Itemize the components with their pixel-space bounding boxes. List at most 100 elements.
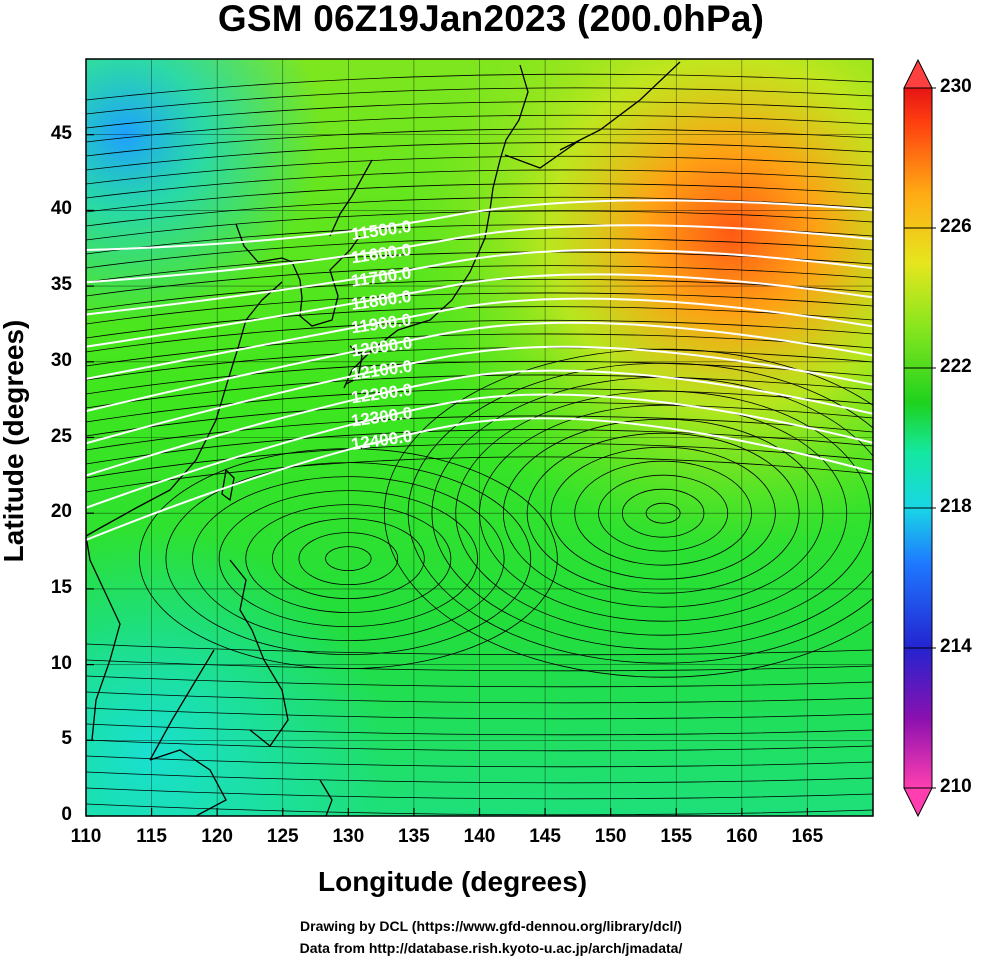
y-tick-label: 40 — [50, 198, 72, 220]
x-tick-label: 135 — [398, 826, 430, 847]
streamline — [218, 490, 478, 628]
streamline — [86, 169, 873, 199]
streamline — [165, 462, 532, 656]
streamline — [86, 691, 873, 704]
streamline — [574, 460, 752, 566]
streamline — [86, 675, 873, 688]
y-tick-label: 10 — [50, 652, 72, 674]
streamline — [86, 210, 873, 241]
streamline — [86, 155, 873, 185]
streamline — [86, 707, 873, 720]
x-tick-label: 150 — [594, 826, 627, 847]
x-tick-label: 165 — [791, 826, 824, 847]
streamline — [86, 292, 873, 325]
streamline — [86, 771, 873, 784]
streamline — [86, 723, 873, 736]
colorbar — [903, 58, 936, 818]
colorbar-tick-label: 226 — [940, 216, 972, 237]
streamline — [86, 142, 873, 171]
streamline — [86, 128, 873, 157]
x-tick-label: 120 — [201, 826, 233, 847]
x-tick-label: 130 — [332, 826, 365, 847]
streamline — [86, 360, 873, 395]
coastlines — [86, 61, 681, 816]
streamline — [86, 237, 873, 269]
chart-title: GSM 06Z19Jan2023 (200.0hPa) — [217, 0, 765, 39]
streamline — [86, 183, 873, 213]
streamline — [86, 347, 873, 381]
streamline — [86, 265, 873, 297]
y-tick-label: 15 — [50, 576, 72, 598]
colorbar-tick-label: 230 — [940, 76, 972, 97]
height-contour — [86, 417, 873, 541]
streamline — [86, 114, 873, 143]
y-tick-label: 5 — [61, 728, 72, 750]
streamline — [245, 504, 452, 614]
streamline — [86, 196, 873, 227]
streamline — [86, 388, 873, 423]
y-axis-label: Latitude (degrees) — [0, 319, 29, 563]
colorbar-tick-label: 214 — [940, 636, 972, 657]
colorbar-tick-label: 218 — [940, 496, 972, 517]
height-contour — [86, 248, 873, 316]
streamline — [86, 101, 873, 129]
y-tick-label: 0 — [61, 804, 72, 825]
streamline — [86, 643, 873, 656]
streamline — [325, 546, 372, 572]
streamline — [86, 374, 873, 409]
y-tick-label: 35 — [50, 274, 72, 296]
streamline — [645, 502, 681, 524]
streamline — [621, 488, 705, 538]
height-contour — [86, 321, 873, 413]
height-contour — [86, 345, 873, 445]
streamline — [86, 87, 873, 115]
streamline — [86, 739, 873, 752]
streamline — [192, 476, 505, 642]
x-tick-label: 115 — [136, 826, 167, 847]
streamline — [86, 415, 873, 451]
colorbar-tick-label: 210 — [940, 776, 972, 797]
credit-dcl: Drawing by DCL (https://www.gfd-dennou.o… — [300, 918, 682, 934]
y-tick-label: 25 — [50, 425, 72, 447]
y-tick-label: 30 — [50, 349, 72, 371]
y-tick-label: 45 — [50, 122, 72, 144]
height-contour — [86, 224, 873, 284]
streamline — [550, 446, 776, 580]
height-contour — [86, 393, 873, 509]
streamline — [86, 659, 873, 672]
streamline — [479, 404, 848, 622]
streamline — [86, 456, 873, 493]
streamline — [86, 319, 873, 353]
height-contour — [86, 273, 873, 348]
x-tick-label: 125 — [266, 826, 299, 847]
streamline — [86, 73, 873, 101]
height-contour — [86, 199, 873, 251]
streamline — [407, 362, 873, 664]
x-tick-label: 145 — [529, 826, 561, 847]
streamline — [86, 803, 873, 816]
streamline — [86, 429, 873, 465]
streamline — [526, 432, 800, 594]
x-tick-label: 155 — [660, 826, 693, 847]
x-tick-label: 160 — [725, 826, 758, 847]
x-tick-label: 110 — [70, 826, 102, 847]
height-contour — [86, 297, 873, 380]
streamline — [598, 474, 729, 552]
streamline — [86, 333, 873, 367]
height-contour — [86, 369, 873, 477]
streamline — [384, 348, 873, 678]
x-tick-label: 140 — [463, 826, 496, 847]
streamline — [502, 418, 824, 608]
wind-streamlines — [86, 73, 873, 816]
streamline — [455, 390, 871, 636]
streamline — [86, 401, 873, 437]
streamline — [86, 787, 873, 800]
streamline — [86, 442, 873, 479]
streamline — [271, 518, 425, 600]
colorbar-tick-label: 222 — [940, 356, 972, 377]
streamline — [86, 755, 873, 768]
credit-data-source: Data from http://database.rish.kyoto-u.a… — [299, 940, 683, 956]
y-tick-label: 20 — [50, 501, 72, 523]
x-axis-label: Longitude (degrees) — [318, 866, 588, 897]
